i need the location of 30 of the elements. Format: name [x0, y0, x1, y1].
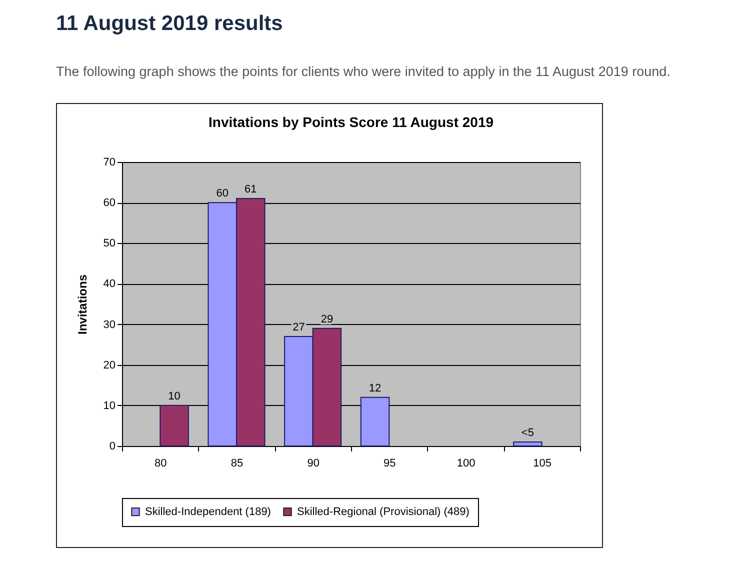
chart-title: Invitations by Points Score 11 August 2019 — [208, 114, 494, 130]
data-label: 61 — [244, 184, 257, 196]
bar — [513, 441, 542, 446]
data-label: 10 — [168, 390, 180, 402]
data-label: 29 — [320, 313, 334, 326]
text: 11 August 2019 results — [56, 12, 283, 36]
bar — [360, 396, 390, 446]
y-tick-label: 30 — [103, 318, 116, 331]
y-tick-label: 50 — [103, 238, 116, 250]
legend-label: Skilled-Independent (189) — [145, 506, 271, 518]
legend-label: Skilled-Regional (Provisional) (489) — [297, 506, 470, 518]
y-tick-label: 40 — [103, 278, 116, 290]
y-tick-label: 60 — [103, 197, 116, 210]
text: The following graph shows the points for clients who were invited to apply in the 11 August 2019 round. — [56, 64, 670, 79]
y-axis-title: Invitations — [75, 274, 90, 335]
x-tick-label: 90 — [307, 458, 320, 470]
bar — [160, 404, 189, 446]
data-label: 12 — [368, 382, 382, 394]
data-label: 27 — [292, 321, 305, 334]
x-tick-label: 100 — [456, 458, 476, 470]
data-label: 60 — [216, 188, 228, 200]
y-tick-label: 0 — [109, 440, 116, 452]
x-tick-label: 85 — [230, 458, 244, 470]
y-tick-label: 70 — [103, 156, 116, 168]
x-tick-label: 80 — [154, 458, 167, 470]
data-label: <5 — [521, 426, 534, 439]
y-tick-label: 10 — [103, 400, 116, 412]
y-tick-label: 20 — [103, 359, 116, 372]
x-tick-label: 95 — [384, 458, 396, 470]
x-tick-label: 105 — [533, 458, 552, 470]
